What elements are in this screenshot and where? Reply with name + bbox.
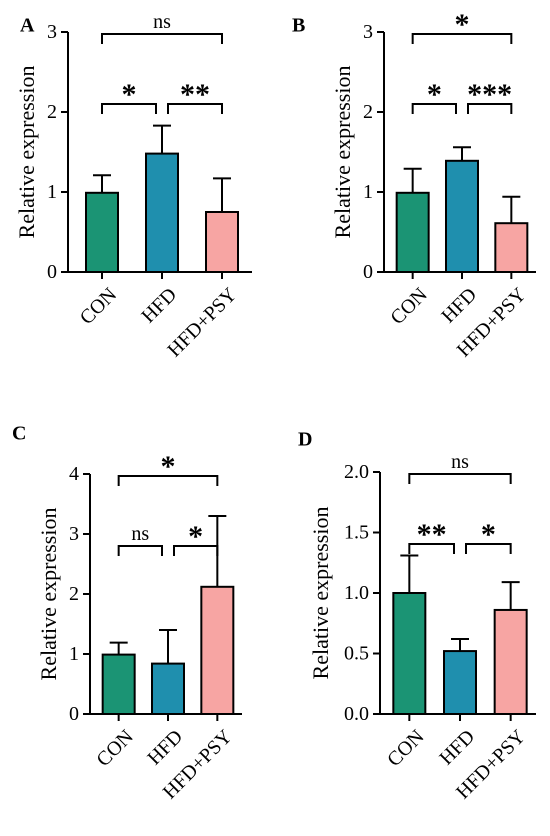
y-tick-label: 2.0 [344, 461, 369, 483]
bar-hfd-psy [494, 222, 529, 273]
x-tick-label: HFD [137, 284, 181, 328]
panel-d: D 0.0 0.5 1.0 1.5 2.0 Relative expression CON HF… [298, 429, 536, 803]
significance-label: * [481, 518, 496, 551]
panel-label: C [12, 423, 26, 445]
significance-bracket [411, 33, 513, 44]
bar-hfd [151, 662, 185, 715]
y-tick-label: 0.0 [344, 703, 369, 725]
significance-label: * [427, 78, 442, 111]
significance-bracket [465, 543, 512, 554]
significance-bracket [101, 33, 223, 44]
bar-con [85, 191, 119, 273]
y-axis-title: Relative expression [308, 507, 333, 680]
x-tick-label: HFD [437, 284, 481, 328]
y-tick-label: 1.0 [344, 582, 369, 604]
panel-label: A [20, 15, 35, 37]
significance-bracket [173, 545, 219, 556]
significance-label: ** [180, 78, 210, 111]
y-tick-label: 2 [363, 101, 373, 123]
significance-label: * [122, 78, 137, 111]
y-tick-label: 1.5 [344, 522, 369, 544]
x-tick-label: CON [76, 284, 121, 329]
significance-label: ns [153, 11, 171, 33]
bar-hfd-psy [493, 608, 528, 715]
y-axis-title: Relative expression [36, 508, 61, 681]
x-tick-label: CON [383, 726, 428, 771]
significance-label: * [455, 8, 470, 41]
y-tick-label: 2 [69, 583, 79, 605]
bar-con [395, 191, 430, 273]
significance-label: * [188, 520, 203, 553]
bar-hfd [443, 650, 477, 716]
significance-bracket [101, 103, 157, 114]
y-tick-label: 0 [69, 703, 79, 725]
bar-con [101, 653, 136, 715]
y-tick-label: 1 [69, 643, 79, 665]
significance-label: * [161, 450, 176, 483]
x-tick-label: CON [386, 284, 431, 329]
y-tick-label: 3 [363, 21, 373, 43]
significance-label: ns [131, 523, 149, 545]
bar-hfd [445, 159, 479, 273]
panel-label: B [292, 15, 305, 37]
bar-hfd [145, 152, 179, 274]
bar-con [392, 592, 427, 715]
significance-bracket [408, 473, 512, 484]
significance-bracket [117, 475, 219, 486]
y-tick-label: 2 [47, 101, 57, 123]
significance-bracket [117, 545, 163, 556]
significance-bracket [408, 543, 455, 554]
significance-bracket [411, 103, 457, 114]
y-tick-label: 0 [363, 261, 373, 283]
y-axis-title: Relative expression [330, 66, 355, 239]
y-tick-label: 4 [69, 463, 79, 485]
x-tick-label: HFD [435, 726, 479, 770]
significance-label: ** [417, 518, 447, 551]
y-tick-label: 3 [47, 21, 57, 43]
bar-hfd-psy [205, 211, 239, 273]
y-tick-label: 0.5 [344, 643, 369, 665]
y-tick-label: 1 [47, 181, 57, 203]
x-tick-label: HFD [143, 726, 187, 770]
significance-label: ns [451, 451, 469, 473]
y-tick-label: 3 [69, 523, 79, 545]
significance-label: *** [467, 78, 512, 111]
bar-hfd-psy [200, 585, 235, 715]
significance-bracket [167, 103, 223, 114]
y-tick-label: 0 [47, 261, 57, 283]
y-axis-title: Relative expression [14, 66, 39, 239]
significance-bracket [467, 103, 513, 114]
panel-label: D [298, 429, 312, 451]
x-tick-label: CON [92, 726, 137, 771]
y-tick-label: 1 [363, 181, 373, 203]
